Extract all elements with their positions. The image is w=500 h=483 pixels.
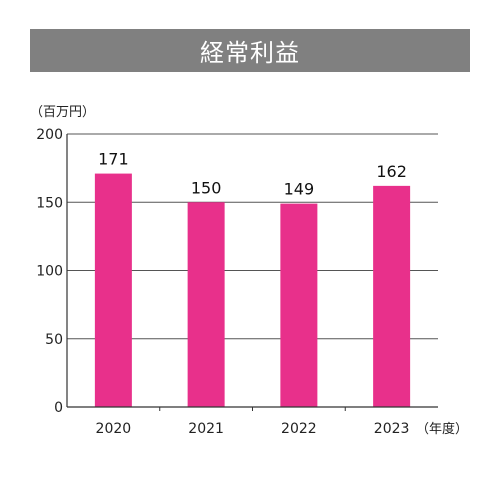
chart-title: 経常利益 [30, 29, 470, 72]
bar-2020 [94, 173, 132, 407]
x-tick-label: 2023 [374, 421, 410, 437]
data-label: 162 [376, 162, 407, 181]
x-tick-label: 2021 [188, 421, 224, 437]
y-axis-unit-label: （百万円） [30, 105, 95, 120]
bars [94, 173, 411, 407]
y-tick-label: 150 [36, 195, 63, 211]
axes [66, 134, 438, 411]
data-label: 171 [98, 150, 129, 169]
data-label: 150 [191, 178, 222, 197]
y-tick-labels: 0 50 100 150 200 [36, 127, 63, 416]
x-tick-labels: 2020 2021 2022 2023 [96, 421, 410, 437]
x-axis-unit-label: （年度） [416, 421, 468, 437]
x-tick-label: 2022 [281, 421, 317, 437]
data-label: 149 [284, 180, 315, 199]
y-tick-label: 0 [54, 400, 63, 416]
data-labels: 171 150 149 162 [98, 150, 407, 199]
y-tick-label: 50 [45, 332, 63, 348]
y-tick-label: 200 [36, 127, 63, 143]
y-tick-label: 100 [36, 264, 63, 280]
x-tick-label: 2020 [96, 421, 132, 437]
bar-2022 [280, 203, 318, 407]
bar-2023 [373, 185, 411, 407]
bar-2021 [187, 202, 225, 407]
